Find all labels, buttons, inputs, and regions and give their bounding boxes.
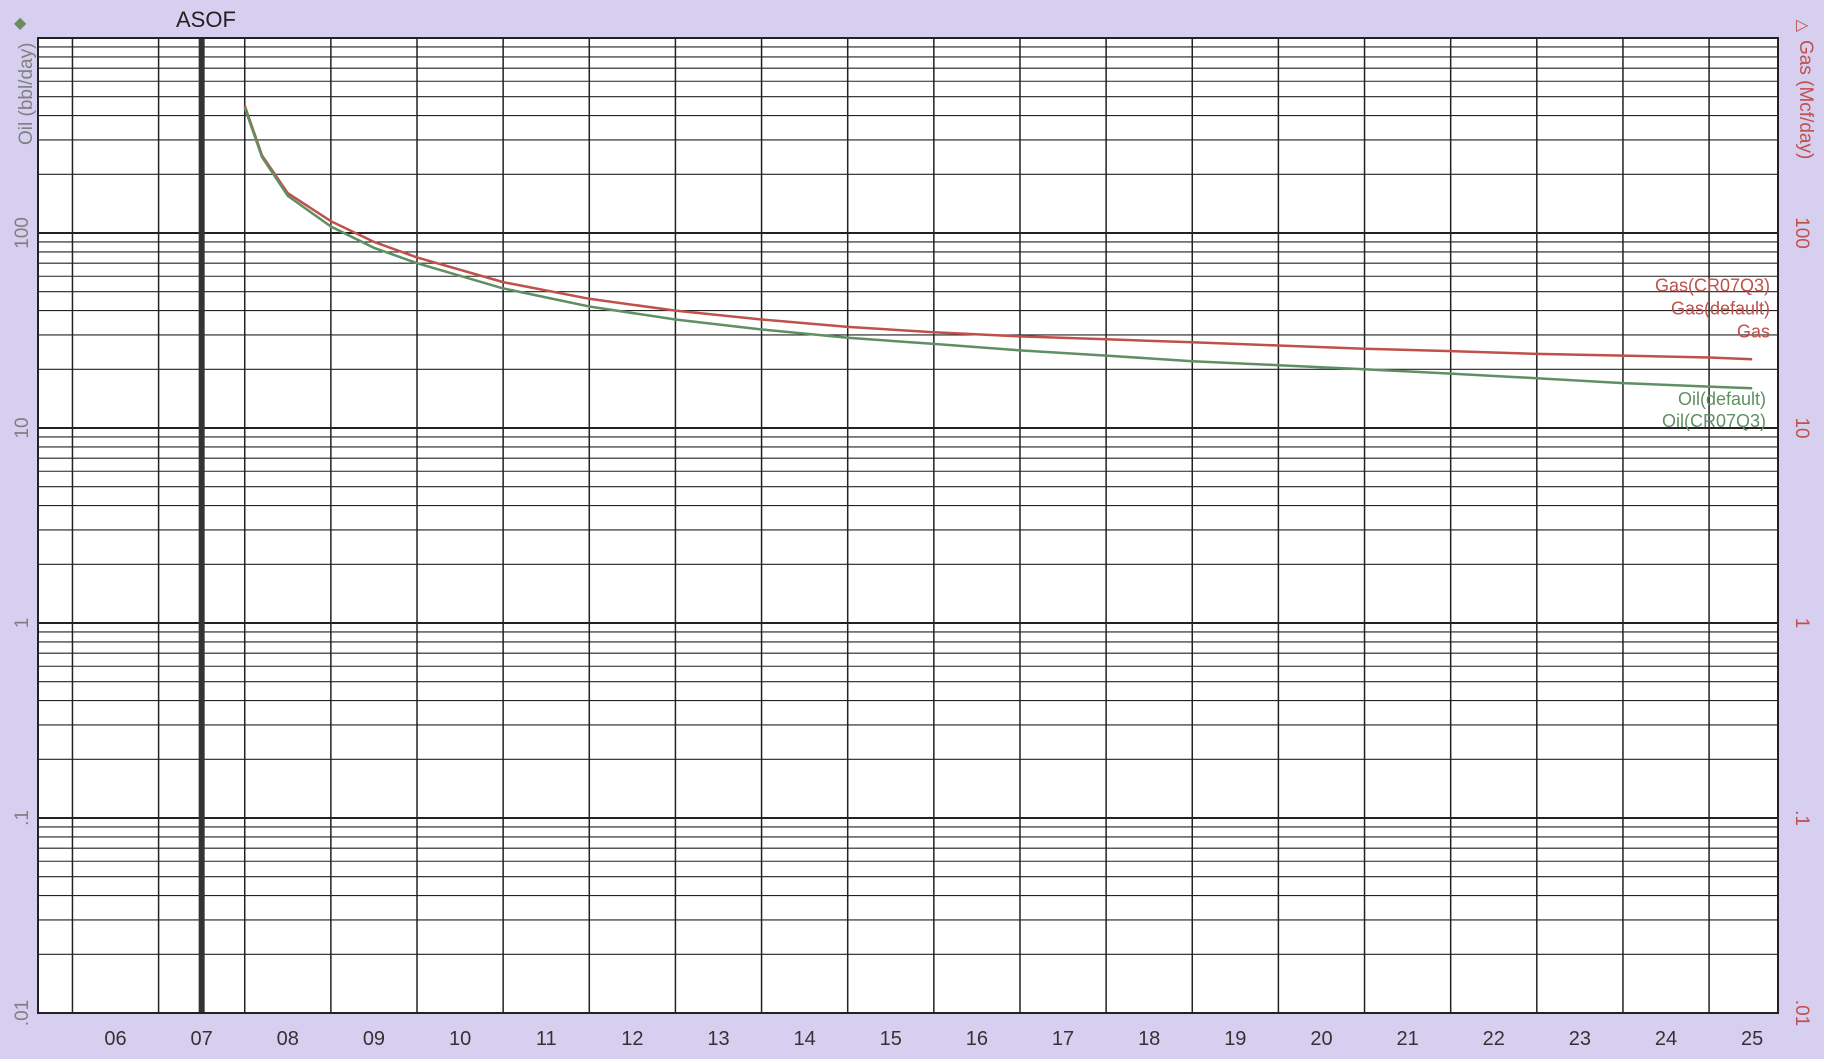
curve-layer <box>243 105 1753 390</box>
x-tick-label: 12 <box>621 1028 643 1050</box>
curve-label-oil: Oil(default) <box>1678 389 1766 409</box>
x-tick-label: 11 <box>536 1028 557 1050</box>
y-right-tick-label: 1 <box>1791 618 1812 629</box>
plot-border <box>37 37 1779 1014</box>
y-left-tick-label: .1 <box>12 810 33 826</box>
y-left-title: Oil (bbl/day) <box>16 43 37 145</box>
x-tick-label: 17 <box>1052 1028 1074 1050</box>
asof-label: ASOF <box>176 7 236 32</box>
plot-area <box>38 38 1778 1013</box>
y-right-tick-label: .01 <box>1791 1000 1812 1026</box>
curve-label-gas: Gas(CR07Q3) <box>1655 275 1770 295</box>
x-tick-label: 13 <box>707 1028 729 1050</box>
x-tick-label: 24 <box>1655 1028 1677 1050</box>
x-tick-label: 22 <box>1483 1028 1505 1050</box>
y-left-tick-label: 10 <box>12 417 33 438</box>
label-layer: 06 07 08 09 10 11 12 13 14 15 16 17 18 19 20 21 22 23 24 25… <box>12 217 1812 1050</box>
x-tick-label: 07 <box>191 1028 213 1050</box>
left-axis-diamond-icon: ◆ <box>14 15 27 32</box>
x-tick-label: 15 <box>880 1028 902 1050</box>
curve-label-gas: Gas <box>1737 321 1770 341</box>
series-line-oil <box>243 107 1753 390</box>
curve-label-gas: Gas(default) <box>1671 298 1770 318</box>
x-tick-label: 25 <box>1741 1028 1763 1050</box>
x-tick-label: 18 <box>1138 1028 1160 1050</box>
y-left-tick-label: 100 <box>12 217 33 249</box>
y-right-tick-label: .1 <box>1791 810 1812 826</box>
x-tick-label: 19 <box>1224 1028 1246 1050</box>
x-tick-label: 14 <box>794 1028 816 1050</box>
y-right-title: Gas (Mcf/day) <box>1795 40 1816 159</box>
curve-label-oil: Oil(CR07Q3) <box>1662 411 1766 431</box>
x-tick-label: 06 <box>104 1028 126 1050</box>
x-tick-label: 10 <box>449 1028 471 1050</box>
x-tick-label: 09 <box>363 1028 385 1050</box>
x-tick-label: 08 <box>277 1028 299 1050</box>
grid-layer <box>38 38 1778 1014</box>
y-right-tick-label: 10 <box>1791 417 1812 438</box>
y-left-tick-label: .01 <box>12 1000 33 1026</box>
right-axis-triangle-icon: ▷ <box>1796 17 1809 34</box>
x-tick-label: 20 <box>1310 1028 1332 1050</box>
y-left-tick-label: 1 <box>12 618 33 629</box>
y-right-tick-label: 100 <box>1791 217 1812 249</box>
series-line-gas <box>243 105 1753 361</box>
x-tick-label: 21 <box>1396 1028 1418 1050</box>
x-tick-label: 23 <box>1569 1028 1591 1050</box>
x-tick-label: 16 <box>966 1028 988 1050</box>
